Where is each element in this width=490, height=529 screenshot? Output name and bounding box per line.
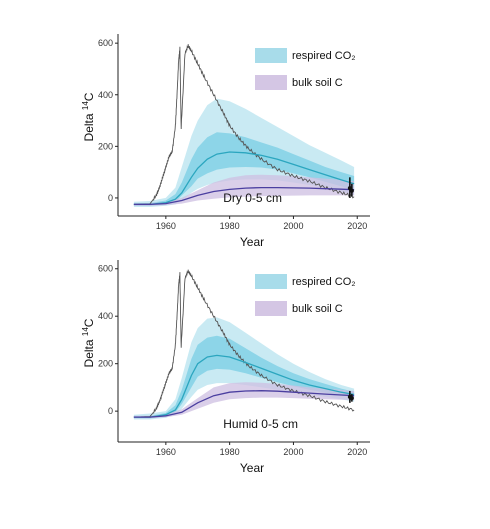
panel-humid: 0 200 400 600 1960 1980 2000 2020 Year Delta 14C H… bbox=[81, 260, 370, 475]
bulk-soil-mean-line bbox=[133, 186, 355, 206]
legend-label: respired CO₂ bbox=[292, 50, 356, 62]
panel-annotation: Humid 0-5 cm bbox=[223, 417, 298, 431]
legend-label: bulk soil C bbox=[292, 77, 343, 89]
measurement-point bbox=[349, 188, 354, 193]
y-tick-label: 0 bbox=[108, 193, 113, 203]
atmosphere-line bbox=[133, 44, 355, 205]
x-tick-label: 2000 bbox=[283, 447, 303, 457]
atmosphere-line bbox=[133, 269, 355, 418]
y-axis-label: Delta 14C bbox=[81, 92, 96, 141]
y-axis-label: Delta 14C bbox=[81, 318, 96, 367]
y-tick-label: 600 bbox=[98, 264, 113, 274]
panel-dry: 0 200 400 600 1960 1980 2000 2020 Year Delta 14C D… bbox=[81, 34, 370, 249]
x-tick-label: 1980 bbox=[220, 221, 240, 231]
x-tick-label: 1960 bbox=[156, 221, 176, 231]
y-tick-label: 0 bbox=[108, 406, 113, 416]
y-tick-label: 400 bbox=[98, 90, 113, 100]
x-tick-label: 2000 bbox=[283, 221, 303, 231]
y-tick-label: 600 bbox=[98, 38, 113, 48]
y-tick-label: 200 bbox=[98, 359, 113, 369]
x-tick-label: 1980 bbox=[220, 447, 240, 457]
bulk-soil-band bbox=[133, 382, 355, 419]
x-axis-label: Year bbox=[240, 461, 264, 475]
y-tick-label: 400 bbox=[98, 311, 113, 321]
bulk-soil-mean-line bbox=[133, 390, 355, 418]
legend-label: bulk soil C bbox=[292, 303, 343, 315]
legend-swatch bbox=[255, 301, 287, 316]
x-tick-label: 2020 bbox=[347, 221, 367, 231]
x-tick-label: 2020 bbox=[347, 447, 367, 457]
legend-swatch bbox=[255, 48, 287, 63]
respired-inner-band bbox=[133, 132, 355, 206]
legend-swatch bbox=[255, 274, 287, 289]
y-tick-label: 200 bbox=[98, 141, 113, 151]
legend-swatch bbox=[255, 75, 287, 90]
panel-annotation: Dry 0-5 cm bbox=[223, 191, 282, 205]
respired-mean-line bbox=[133, 354, 355, 418]
respired-inner-band bbox=[133, 335, 355, 419]
x-axis-label: Year bbox=[240, 235, 264, 249]
measurement-point bbox=[349, 396, 354, 401]
x-tick-label: 1960 bbox=[156, 447, 176, 457]
respired-mean-line bbox=[133, 151, 355, 206]
legend-label: respired CO₂ bbox=[292, 276, 356, 288]
